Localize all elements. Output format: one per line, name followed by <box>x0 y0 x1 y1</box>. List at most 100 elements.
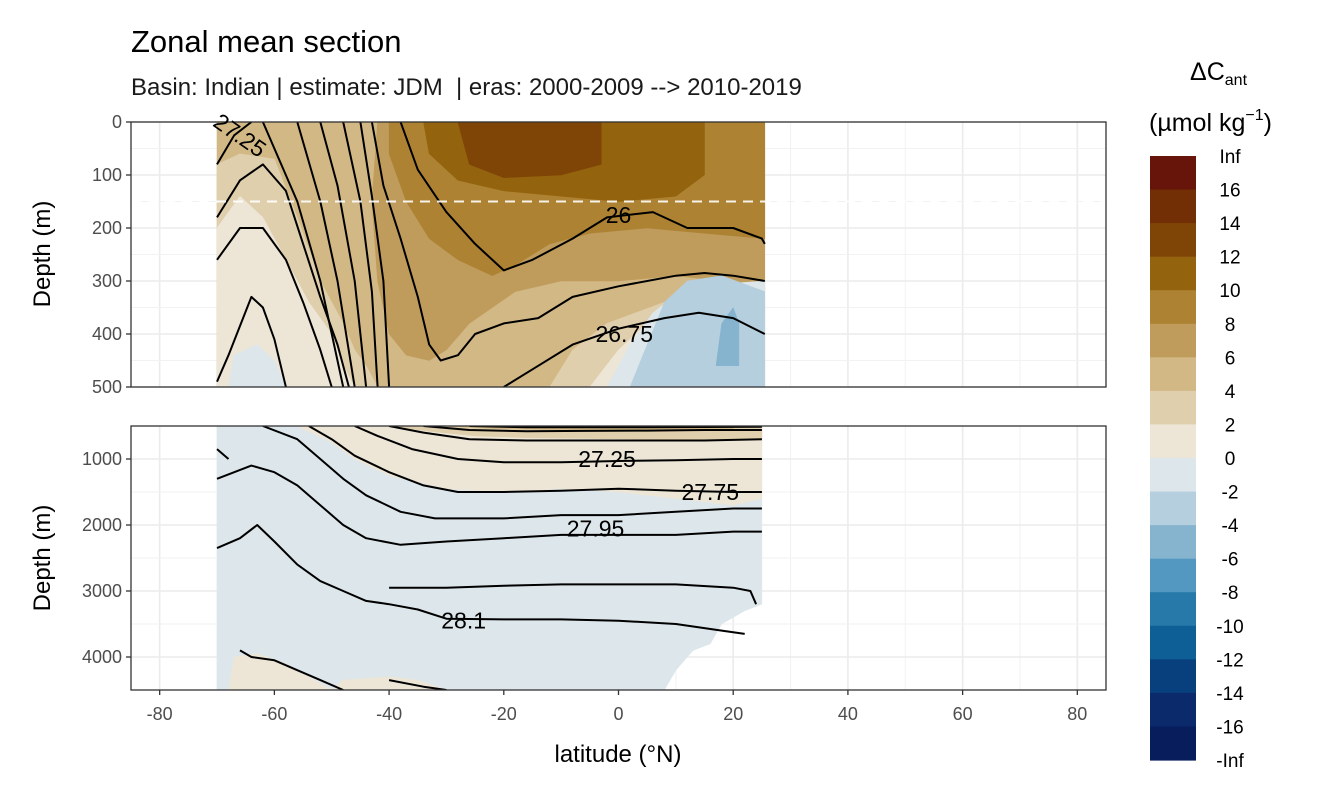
y-tick-label: 500 <box>92 377 122 397</box>
legend-break-label: -4 <box>1222 516 1239 537</box>
legend-title: ΔCant <box>1190 58 1248 89</box>
contour-label: 26 <box>606 202 632 228</box>
contour-line <box>216 524 745 635</box>
legend-swatches <box>1150 156 1196 761</box>
y-tick-label: 4000 <box>82 647 122 667</box>
x-tick-label: -40 <box>376 704 402 724</box>
y-tick-label: 400 <box>92 324 122 344</box>
x-tick-label: 0 <box>613 704 623 724</box>
x-tick-label: 80 <box>1067 704 1087 724</box>
contour-line <box>370 122 765 362</box>
legend-swatch <box>1150 424 1196 459</box>
legend-title-main: ΔC <box>1190 58 1225 86</box>
legend-break-label: -12 <box>1216 650 1243 671</box>
contour-line <box>216 163 350 387</box>
legend-swatch <box>1150 290 1196 325</box>
legend-break-label: -8 <box>1222 583 1239 604</box>
contour-line <box>216 227 333 387</box>
legend-break-label: -2 <box>1222 483 1239 504</box>
contour-line <box>399 122 766 272</box>
contour-line <box>469 426 762 429</box>
legend-swatch <box>1150 223 1196 258</box>
legend-swatch <box>1150 726 1196 761</box>
chart-title: Zonal mean section <box>131 24 402 59</box>
legend-break-label: 14 <box>1219 214 1241 235</box>
contour-label: 27.95 <box>567 515 625 541</box>
legend-break-label: Inf <box>1219 147 1241 168</box>
legend-swatch <box>1150 256 1196 291</box>
x-tick-label: 20 <box>723 704 743 724</box>
contour-line <box>296 122 356 387</box>
fill-region-level-0 <box>216 195 355 387</box>
contour-line <box>319 122 368 387</box>
axes: 0 100 200 300 400 500 1000 2000 3000 4000 -80 -60 -4… <box>82 112 1087 724</box>
legend-break-label: 16 <box>1219 181 1240 202</box>
x-axis-title: latitude (°N) <box>555 741 682 768</box>
contour-lines <box>216 122 766 387</box>
chart-subtitle: Basin: Indian | estimate: JDM | eras: 20… <box>131 74 802 101</box>
contour-line <box>239 649 344 690</box>
legend-break-label: -6 <box>1222 550 1239 571</box>
legend-unit: (µmol kg−1) <box>1149 107 1272 137</box>
legend-break-label: 8 <box>1225 315 1236 336</box>
legend-break-label: 4 <box>1225 382 1236 403</box>
lower-panel: 27.25 27.75 27.95 28.1 <box>130 425 1107 691</box>
legend-swatch <box>1150 592 1196 627</box>
legend-swatch <box>1150 659 1196 694</box>
fill-region-level--2 <box>228 344 287 387</box>
fill-region-level-0 <box>228 653 333 690</box>
y-axis-title-upper: Depth (m) <box>29 201 56 308</box>
contour-label: 26.75 <box>595 321 653 347</box>
legend-break-label: -14 <box>1216 684 1244 705</box>
fill-regions <box>216 122 766 387</box>
legend-break-label: 6 <box>1225 348 1236 369</box>
x-tick-label: -20 <box>491 704 517 724</box>
legend-break-label: 2 <box>1225 415 1236 436</box>
legend-title-sub: ant <box>1225 72 1248 89</box>
contour-line <box>216 464 762 546</box>
contour-line <box>503 311 766 387</box>
color-legend: ΔCant (µmol kg−1) Inf 16 14 12 10 8 6 4 2 0 -2 -4 -6… <box>1149 58 1272 772</box>
y-tick-label: 1000 <box>82 449 122 469</box>
fill-region-level--6 <box>715 306 740 367</box>
contour-label: 27.75 <box>681 479 739 505</box>
contour-line <box>261 122 345 387</box>
contour-line <box>388 426 762 442</box>
contour-line <box>359 122 391 387</box>
legend-break-label: 12 <box>1219 248 1240 269</box>
legend-swatch <box>1150 323 1196 358</box>
legend-break-label: -Inf <box>1216 751 1244 772</box>
x-tick-label: -80 <box>147 704 173 724</box>
x-tick-label: 40 <box>838 704 858 724</box>
legend-swatch <box>1150 558 1196 593</box>
legend-unit-sup: −1 <box>1245 107 1263 124</box>
fill-region-level-0 <box>331 676 447 690</box>
y-tick-label: 100 <box>92 165 122 185</box>
y-tick-label: 3000 <box>82 581 122 601</box>
legend-swatch <box>1150 625 1196 660</box>
legend-swatch <box>1150 357 1196 392</box>
legend-break-label: 10 <box>1219 281 1240 302</box>
legend-swatch <box>1150 525 1196 560</box>
legend-swatch <box>1150 156 1196 191</box>
y-tick-label: 200 <box>92 218 122 238</box>
y-axis-title-lower: Depth (m) <box>29 505 56 612</box>
contour-line <box>342 122 379 387</box>
y-tick-label: 300 <box>92 271 122 291</box>
y-tick-label: 2000 <box>82 515 122 535</box>
legend-unit-main: (µmol kg <box>1149 109 1245 137</box>
legend-unit-close: ) <box>1264 109 1272 137</box>
x-tick-label: 60 <box>953 704 973 724</box>
contour-line <box>389 583 758 605</box>
contour-line <box>354 426 762 464</box>
x-tick-label: -60 <box>261 704 287 724</box>
fill-region-level-0 <box>297 426 763 506</box>
contour-line <box>216 122 253 165</box>
panel-border <box>130 121 1107 388</box>
contour-label: 27.25 <box>578 446 636 472</box>
legend-swatch <box>1150 692 1196 728</box>
contour-line <box>308 426 762 493</box>
legend-swatch <box>1150 390 1196 426</box>
legend-break-label: -10 <box>1216 617 1243 638</box>
